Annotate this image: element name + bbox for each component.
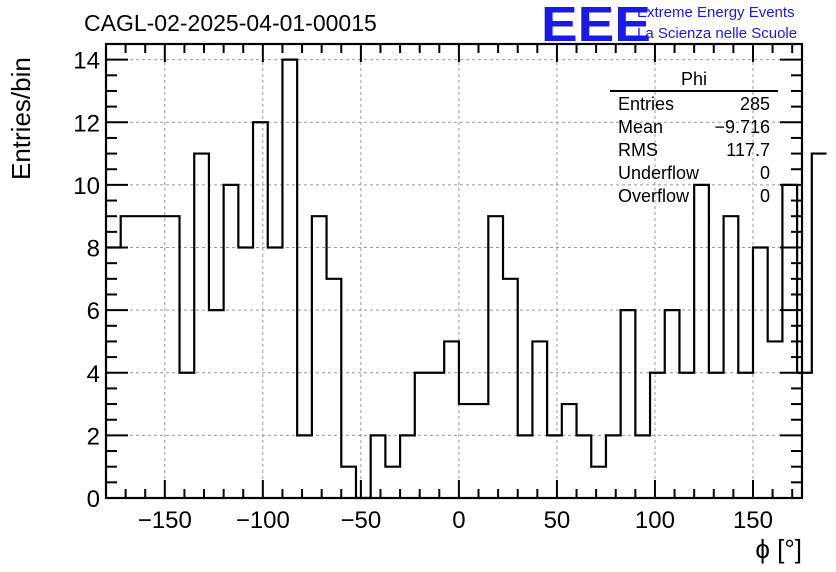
eee-logo: EEE [541,0,651,52]
stats-label: Overflow [618,186,690,206]
y-tick-label: 14 [73,48,100,75]
stats-row-overflow: Overflow 0 [610,185,778,208]
y-tick-label: 8 [87,236,100,263]
stats-box: Phi Entries 285 Mean −9.716 RMS 117.7 Un… [610,68,778,208]
stats-label: Underflow [618,163,700,183]
y-axis-label: Entries/bin [6,57,36,180]
chart-title: CAGL-02-2025-04-01-00015 [84,10,377,36]
stats-row-rms: RMS 117.7 [610,139,778,162]
x-tick-label: 0 [452,507,465,534]
y-tick-label: 12 [73,110,100,137]
x-tick-label: −100 [236,507,290,534]
axis-ticks [106,43,802,499]
y-tick-label: 6 [87,298,100,325]
plot-frame [104,42,804,500]
stats-label: Mean [618,117,664,137]
y-tick-label: 10 [73,173,100,200]
x-tick-label: −150 [138,507,192,534]
logo-subtitle-1: Extreme Energy Events [637,4,795,21]
stats-value: 0 [759,163,770,183]
x-tick-label: −50 [341,507,382,534]
stats-row-entries: Entries 285 [610,93,778,116]
logo-subtitle-2: La Scienza nelle Scuole [637,25,798,42]
x-tick-label: 50 [544,507,571,534]
stats-value: 117.7 [726,140,770,160]
x-tick-label: 150 [733,507,773,534]
y-tick-labels: 0 2 4 6 8 10 12 14 [73,48,100,513]
stats-value: 285 [739,94,770,114]
stats-label: RMS [618,140,658,160]
stats-label: Entries [618,94,675,114]
histogram-series-phi [106,58,827,500]
stats-box-title: Phi [610,68,778,92]
stats-row-underflow: Underflow 0 [610,162,778,185]
x-tick-label: 100 [635,507,675,534]
y-tick-label: 2 [87,423,100,450]
y-tick-label: 0 [87,486,100,513]
stats-value: −9.716 [714,117,770,137]
x-axis-label: ϕ [°] [755,534,802,564]
y-tick-label: 4 [87,361,100,388]
stats-row-mean: Mean −9.716 [610,116,778,139]
stats-value: 0 [759,186,770,206]
grid-lines [106,44,802,498]
x-tick-labels: −150 −100 −50 0 50 100 150 [138,507,773,534]
